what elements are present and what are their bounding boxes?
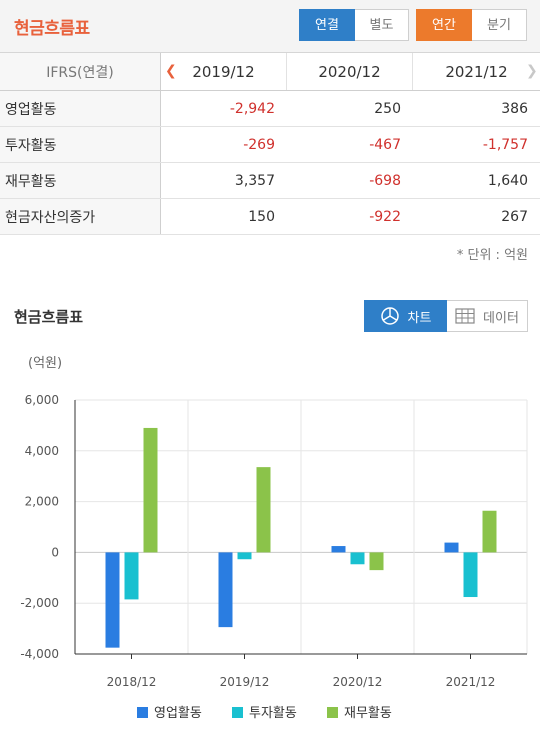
y-axis-label: (억원) <box>28 356 62 371</box>
period-toggle: 연간 분기 <box>416 9 527 41</box>
bar <box>124 552 139 600</box>
legend-label: 영업활동 <box>154 706 202 721</box>
x-tick-label: 2019/12 <box>220 675 270 689</box>
table-cell: -1,757 <box>482 136 528 153</box>
y-tick-label: -4,000 <box>20 647 59 661</box>
table-cell: -269 <box>243 136 275 153</box>
page-title: 현금흐름표 <box>14 19 90 39</box>
table-cell: -698 <box>369 172 401 189</box>
table-cell: -2,942 <box>229 100 275 117</box>
bar <box>218 552 233 628</box>
y-tick-label: 4,000 <box>25 444 59 458</box>
tab-consolidated[interactable]: 연결 <box>299 9 355 41</box>
unit-note: * 단위 : 억원 <box>456 248 528 263</box>
table-corner: IFRS(연결) <box>0 53 161 90</box>
tab-separate[interactable]: 별도 <box>355 9 409 41</box>
data-view-label: 데이터 <box>483 310 519 326</box>
data-view-button[interactable]: 데이터 <box>447 300 528 332</box>
bar <box>444 542 459 553</box>
tab-annual[interactable]: 연간 <box>416 9 472 41</box>
table-cell: -922 <box>369 208 401 225</box>
table-header-row: IFRS(연결) 2019/12 2020/12 2021/12 ❮ ❯ <box>0 53 540 91</box>
x-tick-label: 2018/12 <box>107 675 157 689</box>
table-row: 투자활동 -269 -467 -1,757 <box>0 127 540 163</box>
period-header: 2021/12 <box>445 62 508 81</box>
legend-swatch <box>327 707 338 718</box>
y-tick-label: 6,000 <box>25 393 59 407</box>
table-grid-icon <box>455 308 475 324</box>
period-header: 2020/12 <box>287 53 413 90</box>
bar <box>369 552 384 571</box>
bar <box>143 427 158 553</box>
y-tick-label: 2,000 <box>25 495 59 509</box>
bar <box>256 467 271 553</box>
pie-chart-icon <box>380 306 400 326</box>
table-cell: 267 <box>501 208 528 225</box>
x-tick-label: 2021/12 <box>446 675 496 689</box>
row-label: 재무활동 <box>0 163 161 198</box>
chart-view-button[interactable]: 차트 <box>364 300 447 332</box>
period-header: 2019/12 <box>161 53 287 90</box>
chart-view-label: 차트 <box>407 310 432 326</box>
y-tick-label: 0 <box>51 545 59 559</box>
bar <box>482 510 497 553</box>
bar <box>350 552 365 565</box>
table-cell: 386 <box>501 100 528 117</box>
table-cell: -467 <box>369 136 401 153</box>
bar <box>237 552 252 560</box>
table-row: 재무활동 3,357 -698 1,640 <box>0 163 540 199</box>
cashflow-bar-chart: -4,000 -2,000 0 2,000 4,000 6,000 (억원) 2018/12 2… <box>20 356 528 721</box>
table-cell: 250 <box>374 100 401 117</box>
table-cell: 3,357 <box>234 172 275 189</box>
top-header: 현금흐름표 연결 별도 연간 분기 <box>0 0 540 52</box>
view-toggle-data: 데이터 <box>447 300 528 332</box>
tab-quarterly[interactable]: 분기 <box>472 9 527 41</box>
chart-section-title: 현금흐름표 <box>14 308 84 326</box>
legend-label: 투자활동 <box>249 706 297 721</box>
prev-period-icon[interactable]: ❮ <box>165 63 177 79</box>
view-toggle-chart: 차트 <box>364 300 447 332</box>
y-tick-label: -2,000 <box>20 596 59 610</box>
scope-toggle: 연결 별도 <box>299 9 409 41</box>
x-tick-label: 2020/12 <box>333 675 383 689</box>
table-cell: 1,640 <box>487 172 528 189</box>
bar <box>463 552 478 598</box>
cashflow-table: IFRS(연결) 2019/12 2020/12 2021/12 ❮ ❯ 영업활… <box>0 52 540 235</box>
row-label: 현금자산의증가 <box>0 199 161 234</box>
next-period-icon[interactable]: ❯ <box>526 63 538 79</box>
legend-label: 재무활동 <box>344 706 392 721</box>
bar <box>331 546 346 553</box>
bar <box>105 552 120 648</box>
row-label: 투자활동 <box>0 127 161 162</box>
row-label: 영업활동 <box>0 91 161 126</box>
table-row: 영업활동 -2,942 250 386 <box>0 91 540 127</box>
table-cell: 150 <box>248 208 275 225</box>
legend-swatch <box>137 707 148 718</box>
legend-swatch <box>232 707 243 718</box>
table-row: 현금자산의증가 150 -922 267 <box>0 199 540 235</box>
